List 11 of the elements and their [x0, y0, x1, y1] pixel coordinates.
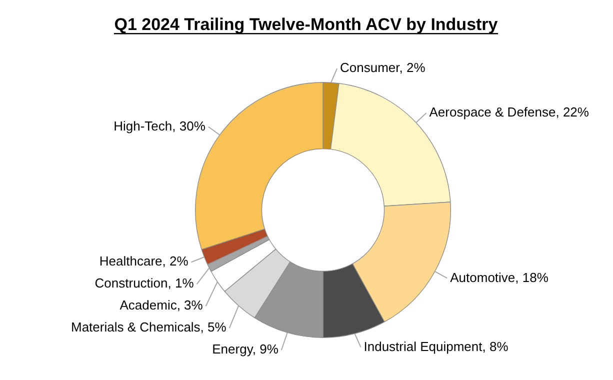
slice-label: Aerospace & Defense, 22% [429, 104, 590, 120]
slice-label: High-Tech, 30% [114, 118, 206, 134]
slice-label: Consumer, 2% [340, 60, 426, 76]
slice-label: Energy, 9% [212, 342, 279, 357]
slice-label: Healthcare, 2% [99, 254, 189, 269]
slice-label: Materials & Chemicals, 5% [70, 320, 227, 335]
slice-label: Industrial Equipment, 8% [364, 338, 509, 354]
chart-title: Q1 2024 Trailing Twelve-Month ACV by Industry [114, 15, 498, 34]
slice-label: Construction, 1% [94, 276, 194, 291]
slice-label: Automotive, 18% [450, 270, 549, 285]
slice-label: Academic, 3% [120, 298, 204, 313]
